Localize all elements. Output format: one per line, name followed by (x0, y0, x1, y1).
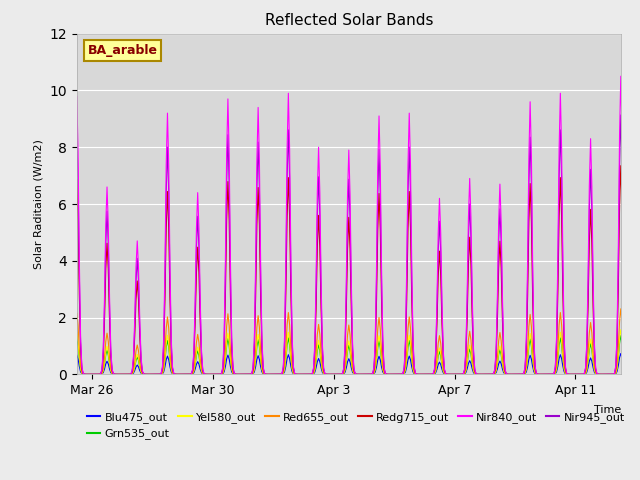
Text: Time: Time (593, 405, 621, 415)
Y-axis label: Solar Raditaion (W/m2): Solar Raditaion (W/m2) (34, 139, 44, 269)
Legend: Blu475_out, Grn535_out, Yel580_out, Red655_out, Redg715_out, Nir840_out, Nir945_: Blu475_out, Grn535_out, Yel580_out, Red6… (83, 408, 630, 444)
Text: BA_arable: BA_arable (88, 44, 157, 57)
Title: Reflected Solar Bands: Reflected Solar Bands (264, 13, 433, 28)
